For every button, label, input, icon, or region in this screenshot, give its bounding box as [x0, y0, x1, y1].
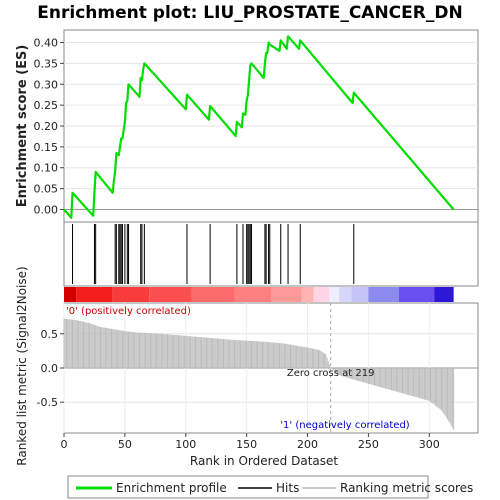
- x-tick-label: 300: [419, 438, 440, 451]
- heat-bar-segment: [368, 287, 399, 302]
- heat-bar-segment: [351, 287, 369, 302]
- heat-bar-segment: [112, 287, 150, 302]
- x-tick-label: 100: [175, 438, 196, 451]
- rank-x-ticks: 0 50 100 150 200 250 300: [61, 433, 440, 451]
- positive-correlation-label: '0' (positively correlated): [66, 306, 191, 317]
- es-y-tick-label: 0.05: [34, 183, 59, 196]
- es-y-tick-label: 0.10: [34, 162, 59, 175]
- metric-bars-group: [63, 318, 455, 430]
- es-gridlines: [64, 42, 478, 210]
- es-y-tick-label: 0.30: [34, 78, 59, 91]
- legend: Enrichment profile Hits Ranking metric s…: [67, 475, 473, 499]
- heat-bar-segment: [329, 287, 340, 302]
- heat-bar-segment: [76, 287, 113, 302]
- es-y-tick-label: 0.35: [34, 57, 59, 70]
- heat-bar-segment: [271, 287, 302, 302]
- es-panel: 0.00 0.05 0.10 0.15 0.20 0.25 0.30 0.35 0.40 Enr…: [15, 29, 479, 223]
- es-y-tick-label: 0.20: [34, 120, 59, 133]
- rank-heat-bar: [64, 287, 454, 302]
- metric-y-tick-label: 0.5: [41, 328, 59, 341]
- hits-panel-frame: [63, 221, 479, 287]
- es-y-ticks: 0.00 0.05 0.10 0.15 0.20 0.25 0.30 0.35 0.40: [34, 37, 64, 216]
- rank-x-axis-label: Rank in Ordered Dataset: [190, 454, 338, 468]
- es-curve-group: [63, 35, 455, 219]
- x-tick-label: 250: [358, 438, 379, 451]
- es-y-tick-label: 0.40: [34, 37, 59, 50]
- zero-cross-label: Zero cross at 219: [287, 368, 375, 379]
- heat-bar-segment: [149, 287, 192, 302]
- es-y-tick-label: 0.00: [34, 203, 59, 216]
- metric-panel: -0.5 0.0 0.5 0 50 100 150 200 250 300 Zero cross…: [15, 266, 479, 468]
- x-tick-label: 200: [297, 438, 318, 451]
- heat-bar-segment: [64, 287, 77, 302]
- heat-bar-segment: [313, 287, 330, 302]
- es-y-axis-label: Enrichment score (ES): [15, 45, 30, 208]
- heat-bar-segment: [339, 287, 352, 302]
- legend-enrichment-label: Enrichment profile: [116, 481, 227, 495]
- metric-y-ticks: -0.5 0.0 0.5: [37, 328, 64, 409]
- metric-y-tick-label: 0.0: [41, 362, 59, 375]
- legend-box: [67, 475, 429, 499]
- chart-title: Enrichment plot: LIU_PROSTATE_CANCER_DN: [37, 3, 462, 23]
- negative-correlation-label: '1' (negatively correlated): [280, 420, 409, 431]
- es-y-tick-label: 0.15: [34, 141, 59, 154]
- x-tick-label: 150: [236, 438, 257, 451]
- heat-bar-segment: [434, 287, 454, 302]
- metric-y-tick-label: -0.5: [37, 396, 58, 409]
- enrichment-profile-line: [63, 35, 455, 219]
- legend-metric-label: Ranking metric scores: [340, 481, 473, 495]
- x-tick-label: 0: [61, 438, 68, 451]
- heat-bar-segment: [301, 287, 314, 302]
- es-y-tick-label: 0.25: [34, 99, 59, 112]
- metric-y-axis-label: Ranked list metric (Signal2Noise): [15, 266, 29, 465]
- x-tick-label: 50: [118, 438, 132, 451]
- heat-bar-segment: [234, 287, 271, 302]
- hits-lines-group: [72, 224, 355, 284]
- hits-panel: [63, 221, 479, 287]
- heat-bar-segment: [191, 287, 235, 302]
- heat-bar-segment: [398, 287, 435, 302]
- legend-hits-label: Hits: [276, 481, 299, 495]
